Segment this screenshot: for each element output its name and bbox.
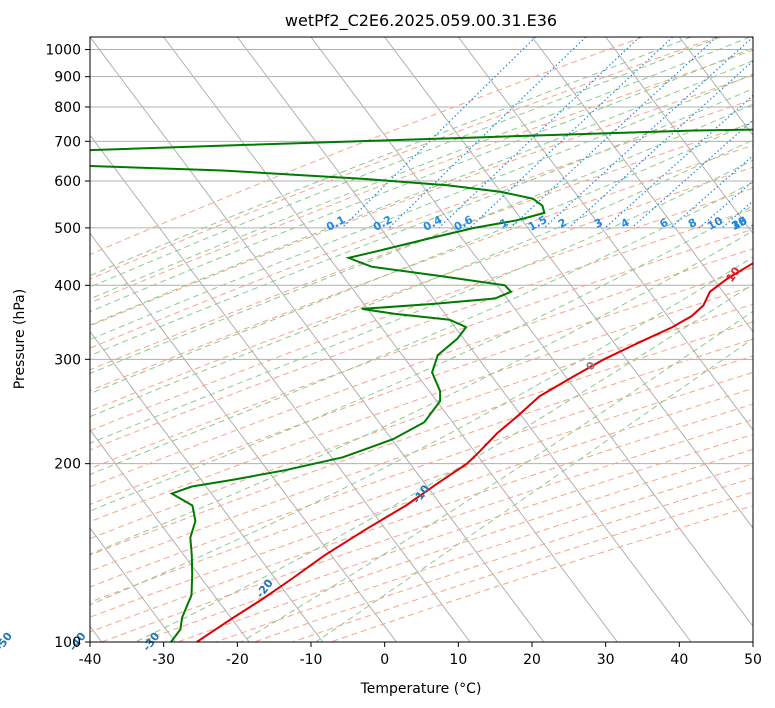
isotherm-line [605, 37, 753, 235]
dry-adiabat [90, 371, 753, 603]
x-tick-label: 40 [670, 652, 688, 668]
y-tick-label: 200 [54, 457, 81, 473]
isotherm-line [90, 37, 545, 642]
y-tick-label: 600 [54, 174, 81, 190]
plot-background [90, 37, 753, 642]
isotherm-line [90, 134, 471, 642]
dry-adiabat [90, 228, 753, 470]
dry-adiabat [90, 208, 753, 451]
dry-adiabat [90, 37, 718, 280]
y-tick-label: 800 [54, 100, 81, 116]
x-tick-label: 20 [523, 652, 541, 668]
chart-title: wetPf2_C2E6.2025.059.00.31.E36 [285, 11, 557, 31]
moist-adiabat [90, 73, 753, 341]
moist-adiabat [90, 139, 753, 418]
mixing-ratio-label: 30 [730, 214, 750, 233]
isotherm-line [90, 527, 176, 642]
y-tick-label: 900 [54, 70, 81, 86]
x-tick-label: 30 [597, 652, 615, 668]
dry-adiabat [90, 187, 753, 432]
dewpoint-line [90, 128, 753, 642]
isotherm-label: -50 [0, 630, 15, 654]
mixing-ratio-label: 20 [730, 214, 750, 233]
isotherm-line [90, 330, 324, 642]
moist-adiabat [90, 256, 753, 606]
moist-adiabat [90, 159, 753, 444]
isotherm-line [90, 429, 250, 642]
x-tick-label: 0 [380, 652, 389, 668]
moist-adiabat [90, 103, 753, 375]
x-tick-label: -20 [226, 652, 249, 668]
moist-adiabat [90, 60, 753, 326]
isotherm-line [310, 37, 753, 628]
temperature-line [196, 262, 753, 642]
dry-adiabat [90, 37, 643, 255]
y-tick-label: 100 [54, 635, 81, 651]
x-axis: -40 -30 -20 -10 0 10 20 30 40 50 [79, 642, 762, 668]
x-tick-label: -30 [152, 652, 175, 668]
mixing-ratio-line [568, 60, 753, 229]
dry-adiabat [90, 338, 753, 572]
y-tick-label: 1000 [45, 43, 81, 59]
moist-adiabat [90, 37, 692, 277]
y-axis: 100 200 300 400 500 600 700 800 900 1000 [45, 43, 90, 651]
y-tick-label: 700 [54, 134, 81, 150]
moist-adiabat [90, 205, 753, 512]
mixing-ratio-label: 13 [730, 214, 750, 233]
mixing-ratio-label: 36 [730, 214, 750, 233]
isotherm-line [90, 232, 397, 642]
x-axis-label: Temperature (°C) [360, 681, 482, 697]
moist-adiabat [135, 283, 753, 642]
x-tick-label: -40 [79, 652, 102, 668]
mixing-ratio-label: 10 [705, 214, 725, 233]
dry-adiabat [90, 321, 753, 556]
y-tick-label: 500 [54, 221, 81, 237]
isotherm-line [236, 37, 692, 642]
mixing-ratio-line [670, 154, 753, 229]
y-tick-label: 400 [54, 278, 81, 294]
dry-adiabat [90, 166, 753, 412]
y-axis-label: Pressure (hPa) [12, 289, 28, 389]
mixing-ratio-line [543, 37, 753, 229]
isotherm-line [457, 37, 753, 431]
isotherm-line [163, 37, 618, 642]
mixing-ratio-label: 25 [730, 214, 750, 233]
x-tick-label: 10 [449, 652, 467, 668]
isotherm-line [752, 37, 753, 38]
dry-adiabat [90, 49, 753, 304]
mixing-ratio-label: 16 [730, 214, 750, 233]
plot-frame [89, 36, 754, 643]
dry-adiabat [90, 285, 753, 523]
y-tick-label: 300 [54, 352, 81, 368]
moist-adiabat [90, 181, 753, 476]
mixing-ratio-line [771, 37, 775, 228]
series-lines [90, 128, 753, 642]
mixing-ratio-line [509, 37, 717, 229]
dry-adiabat [90, 267, 753, 505]
x-tick-label: 50 [744, 652, 762, 668]
x-tick-label: -10 [300, 652, 323, 668]
